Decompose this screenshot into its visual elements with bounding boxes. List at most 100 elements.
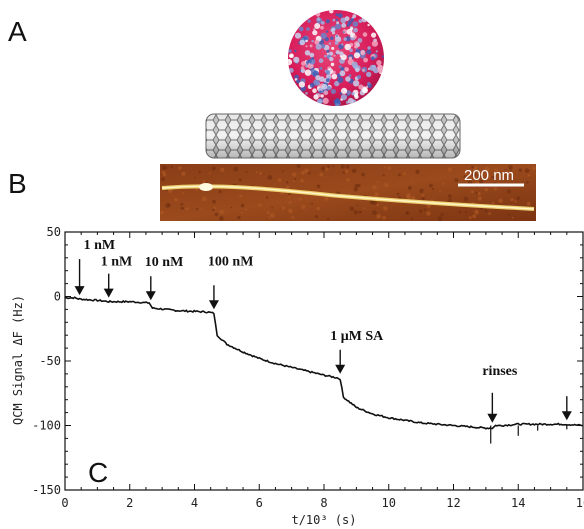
afm-grain bbox=[384, 182, 389, 188]
x-tick-label: 10 bbox=[382, 496, 396, 510]
protein-atom bbox=[334, 41, 339, 45]
afm-grain bbox=[448, 167, 453, 172]
protein-atom bbox=[325, 78, 330, 83]
afm-grain bbox=[266, 196, 269, 199]
annotation-arrowhead bbox=[561, 411, 572, 421]
annotation-arrowhead bbox=[208, 300, 219, 310]
afm-grain bbox=[498, 198, 503, 203]
afm-grain bbox=[383, 206, 388, 211]
afm-grain bbox=[239, 194, 243, 198]
afm-grain bbox=[406, 195, 411, 201]
protein-atom bbox=[353, 35, 357, 39]
afm-grain bbox=[161, 170, 166, 175]
afm-grain bbox=[290, 211, 293, 214]
protein-atom bbox=[372, 64, 376, 69]
afm-grain bbox=[476, 174, 482, 179]
protein-atom bbox=[351, 61, 358, 68]
afm-grain bbox=[514, 200, 517, 203]
protein-atom bbox=[314, 39, 320, 45]
afm-grain bbox=[463, 174, 467, 179]
afm-grain bbox=[316, 184, 321, 189]
protein-atom bbox=[360, 50, 366, 56]
afm-grain bbox=[474, 210, 477, 213]
protein-atom bbox=[377, 64, 383, 70]
protein-atom bbox=[313, 94, 319, 100]
panel-label-c: C bbox=[88, 457, 108, 488]
protein-atom bbox=[329, 10, 334, 14]
afm-grain bbox=[346, 178, 350, 182]
afm-grain bbox=[307, 171, 311, 175]
afm-grain bbox=[198, 170, 201, 174]
afm-grain bbox=[286, 185, 290, 189]
protein-atom bbox=[352, 14, 357, 18]
protein-atom bbox=[293, 56, 300, 63]
protein-atom bbox=[348, 74, 352, 77]
protein-atom bbox=[362, 68, 365, 72]
protein-atom bbox=[298, 26, 304, 32]
protein-atom bbox=[315, 12, 321, 17]
scale-bar-label: 200 nm bbox=[464, 167, 514, 184]
protein-atom bbox=[366, 71, 372, 78]
afm-grain bbox=[374, 192, 380, 197]
annotation-label: 1 nM bbox=[84, 238, 116, 253]
afm-grain bbox=[349, 206, 355, 211]
afm-grain bbox=[507, 213, 511, 217]
afm-grain bbox=[321, 166, 325, 171]
afm-grain bbox=[342, 171, 346, 174]
afm-grain bbox=[464, 210, 467, 214]
afm-grain bbox=[267, 175, 273, 180]
protein-atom bbox=[309, 52, 315, 58]
protein-atom bbox=[305, 39, 308, 43]
afm-grain bbox=[494, 168, 499, 173]
afm-grain bbox=[440, 212, 444, 217]
afm-grain bbox=[344, 169, 349, 174]
carbon-nanotube-illustration bbox=[205, 113, 461, 159]
protein-atom bbox=[347, 20, 352, 25]
protein-atom bbox=[288, 49, 292, 53]
protein-atom bbox=[338, 13, 343, 18]
afm-grain bbox=[300, 179, 304, 183]
protein-atom bbox=[358, 19, 363, 23]
protein-atom bbox=[313, 28, 316, 31]
protein-atom bbox=[331, 31, 336, 35]
protein-atom bbox=[331, 27, 336, 32]
afm-grain bbox=[411, 196, 416, 201]
afm-grain bbox=[259, 171, 262, 175]
annotation-label: 1 μM SA bbox=[330, 329, 384, 344]
protein-atom bbox=[337, 76, 344, 83]
x-tick-label: 6 bbox=[256, 496, 263, 510]
afm-grain bbox=[281, 206, 285, 210]
afm-grain bbox=[421, 196, 425, 201]
afm-grain bbox=[311, 202, 313, 205]
afm-grain bbox=[471, 165, 475, 169]
afm-grain bbox=[439, 190, 441, 192]
protein-atom bbox=[344, 16, 350, 21]
panel-label-a: A bbox=[8, 16, 27, 47]
afm-grain bbox=[282, 170, 284, 173]
afm-grain bbox=[212, 208, 215, 212]
afm-grain bbox=[484, 209, 488, 213]
afm-grain bbox=[372, 185, 377, 190]
protein-atom bbox=[319, 66, 323, 70]
protein-atom bbox=[351, 92, 355, 96]
protein-atom bbox=[326, 49, 330, 53]
afm-grain bbox=[180, 206, 184, 211]
afm-grain bbox=[277, 178, 282, 182]
protein-atom bbox=[312, 88, 317, 93]
afm-grain bbox=[511, 216, 514, 219]
annotation-label: 100 nM bbox=[208, 254, 254, 269]
x-tick-label: 12 bbox=[446, 496, 460, 510]
protein-atom bbox=[312, 30, 318, 36]
protein-atom bbox=[346, 90, 352, 96]
protein-atom bbox=[313, 79, 320, 86]
afm-grain bbox=[293, 178, 297, 181]
afm-grain bbox=[361, 172, 365, 177]
afm-grain bbox=[376, 204, 379, 207]
protein-atom bbox=[363, 57, 368, 63]
protein-atom bbox=[335, 23, 342, 30]
protein-atom bbox=[309, 82, 315, 88]
protein-atom bbox=[376, 60, 382, 66]
afm-grain bbox=[233, 166, 239, 172]
afm-grain bbox=[353, 210, 358, 215]
afm-grain bbox=[410, 217, 414, 220]
